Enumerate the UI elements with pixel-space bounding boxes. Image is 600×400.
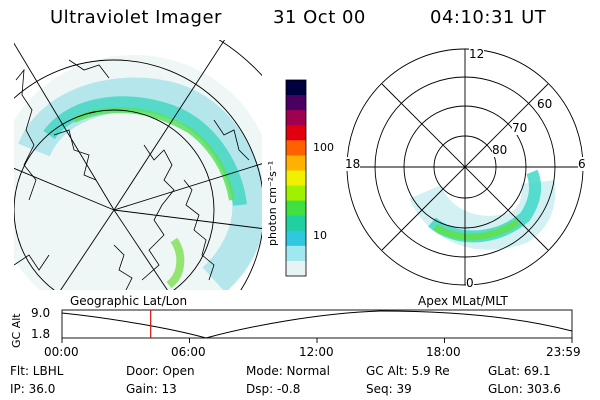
polar-grid [346,48,584,286]
colorbar-band [286,215,306,232]
colorbar-band [286,155,306,171]
footer-gc-alt: GC Alt: 5.9 Re [366,364,450,378]
lat-label-70: 70 [512,121,528,135]
time-label: 04:10:31 UT [430,7,547,28]
timeline-xtick-2359: 23:59 [546,345,581,359]
lat-label-80: 80 [492,143,508,157]
aurora-band [43,96,247,207]
timeline-xtick-1200: 12:00 [299,345,334,359]
timeline-ylabel: GC Alt [10,313,23,348]
polar-aurora-core [433,219,520,241]
coastlines [14,59,250,290]
colorbar-band [286,140,306,156]
colorbar-frame [285,79,307,277]
colorbar-band [286,230,306,247]
timeline-xtick-0600: 06:00 [171,345,206,359]
aurora-patch [166,237,185,289]
altitude-curve [61,310,573,339]
mlt-label-18: 18 [345,157,361,171]
footer-glon: GLon: 303.6 [488,382,561,396]
colorbar-band [286,245,306,262]
apex-caption: Apex MLat/MLT [418,294,508,308]
colorbar-gradient [286,80,306,277]
mlt-label-0: 0 [466,276,474,290]
mlat-mlt-polar-plot [346,48,584,286]
colorbar-band [286,95,306,111]
colorbar-band [286,80,306,96]
timeline-ytick-9: 9.0 [31,306,51,320]
mlt-label-6: 6 [578,157,586,171]
colorbar-band [286,200,306,217]
footer-glat: GLat: 69.1 [488,364,551,378]
colorbar-band [286,125,306,141]
mlt-label-12: 12 [469,47,485,61]
footer-mode: Mode: Normal [246,364,330,378]
timeline-ytick-1.8: 1.8 [31,327,51,341]
date-label: 31 Oct 00 [273,7,366,28]
footer-gain: Gain: 13 [126,382,177,396]
timeline-xtick-1800: 18:00 [426,345,461,359]
altitude-timeline: GC Alt [10,309,573,348]
aurora-core [72,107,235,201]
lat-label-60: 60 [537,97,553,111]
footer-door: Door: Open [126,364,195,378]
colorbar-band [286,185,306,202]
colorbar-tick-10: 10 [313,229,327,242]
colorbar: photon cm⁻²s⁻¹ [266,79,307,277]
latlon-grid [14,40,262,290]
colorbar-unit-label: photon cm⁻²s⁻¹ [266,161,279,246]
footer-ip: IP: 36.0 [10,382,56,396]
footer-filter: Flt: LBHL [10,364,64,378]
colorbar-band [286,110,306,126]
colorbar-band [286,260,306,277]
geographic-caption: Geographic Lat/Lon [70,294,188,308]
colorbar-tick-100: 100 [313,141,334,154]
colorbar-band [286,170,306,187]
timeline-ticks [61,338,573,343]
instrument-title: Ultraviolet Imager [50,7,222,28]
footer-dsp: Dsp: -0.8 [246,382,301,396]
geographic-map [14,40,262,290]
timeline-xtick-0000: 00:00 [44,345,79,359]
footer-seq: Seq: 39 [366,382,412,396]
